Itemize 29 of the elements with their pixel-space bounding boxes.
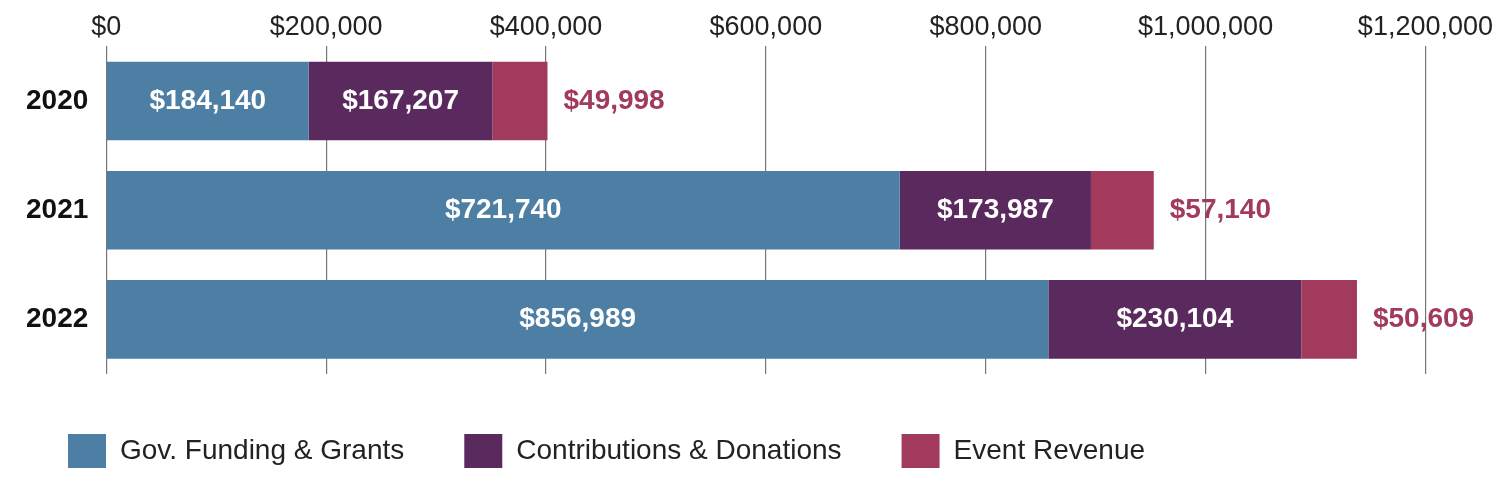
x-tick-label: $200,000 — [269, 10, 383, 41]
y-tick-label: 2022 — [25, 302, 89, 334]
x-tick-label: $0 — [91, 10, 122, 41]
y-tick-label: 2020 — [25, 83, 89, 115]
bar — [492, 61, 548, 141]
bar — [106, 61, 309, 141]
bar — [106, 280, 1049, 359]
y-tick-label: 2021 — [25, 192, 89, 224]
x-tick-label: $400,000 — [489, 10, 603, 41]
x-tick-label: $1,200,000 — [1357, 10, 1493, 41]
bar — [106, 170, 900, 250]
legend-label: Event Revenue — [953, 433, 1146, 465]
bar — [1048, 280, 1302, 359]
legend-label: Contributions & Donations — [516, 433, 842, 465]
bar — [1301, 280, 1357, 359]
x-tick-label: $800,000 — [929, 10, 1043, 41]
data-label: $230,104 — [1116, 302, 1234, 334]
x-tick-label: $1,000,000 — [1138, 10, 1274, 41]
bar — [308, 61, 493, 141]
legend-label: Gov. Funding & Grants — [120, 433, 405, 465]
bar — [1090, 170, 1154, 250]
data-label: $856,989 — [519, 302, 637, 334]
data-label: $49,998 — [563, 83, 665, 115]
data-label: $721,740 — [444, 192, 562, 224]
bar — [899, 170, 1091, 250]
x-tick-label: $600,000 — [709, 10, 823, 41]
data-label: $173,987 — [936, 192, 1054, 224]
data-label: $184,140 — [149, 83, 267, 115]
data-label: $167,207 — [342, 83, 460, 115]
